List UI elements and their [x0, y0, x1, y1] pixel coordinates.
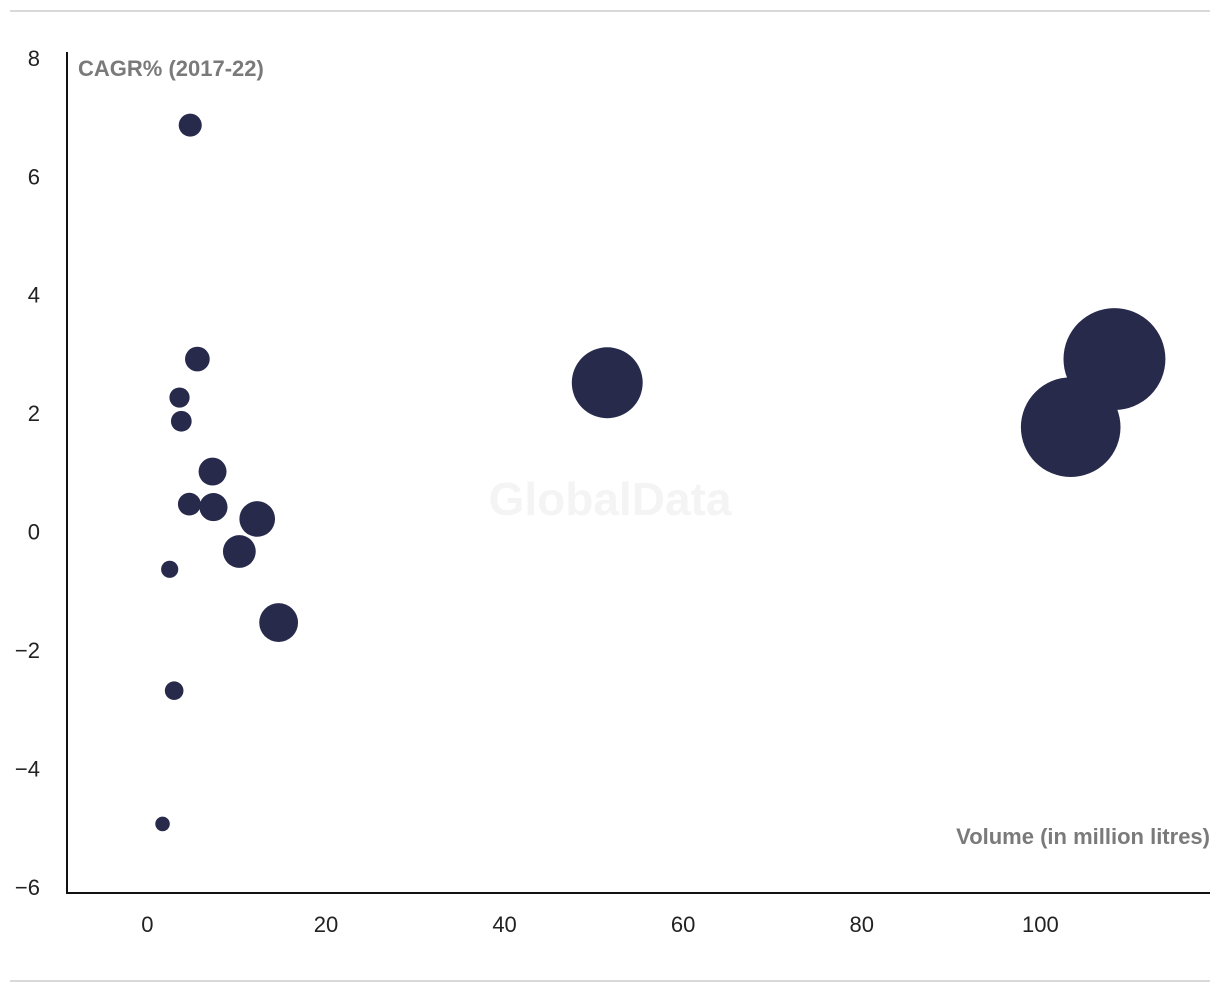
y-tick-label: 6 [28, 164, 40, 189]
bubble [155, 816, 170, 832]
bubble [239, 501, 276, 537]
bubble [571, 347, 643, 419]
x-tick-label: 0 [141, 912, 153, 937]
x-tick-label: 100 [1022, 912, 1059, 937]
y-tick-label: −6 [15, 875, 40, 900]
y-tick-label: 0 [28, 520, 40, 545]
watermark: GlobalData [489, 473, 732, 525]
bubble [222, 535, 256, 568]
x-tick-label: 80 [850, 912, 874, 937]
x-tick-label: 40 [492, 912, 516, 937]
bubble [1020, 377, 1121, 477]
bubble [199, 493, 228, 522]
bubble [185, 346, 210, 372]
bubble [178, 113, 202, 137]
bubble [177, 492, 201, 516]
bubble [164, 681, 184, 701]
x-tick-label: 20 [314, 912, 338, 937]
bubble [198, 457, 227, 486]
bubble [161, 560, 179, 578]
y-tick-label: −4 [15, 756, 40, 781]
y-tick-label: 8 [28, 46, 40, 71]
x-axis-title: Volume (in million litres) [956, 824, 1210, 849]
bubble [170, 410, 192, 432]
y-tick-label: 4 [28, 283, 40, 308]
y-tick-label: 2 [28, 401, 40, 426]
bubble [259, 603, 299, 642]
y-tick-label: −2 [15, 638, 40, 663]
y-axis-title: CAGR% (2017-22) [78, 56, 264, 81]
bubble [169, 387, 190, 408]
x-tick-label: 60 [671, 912, 695, 937]
